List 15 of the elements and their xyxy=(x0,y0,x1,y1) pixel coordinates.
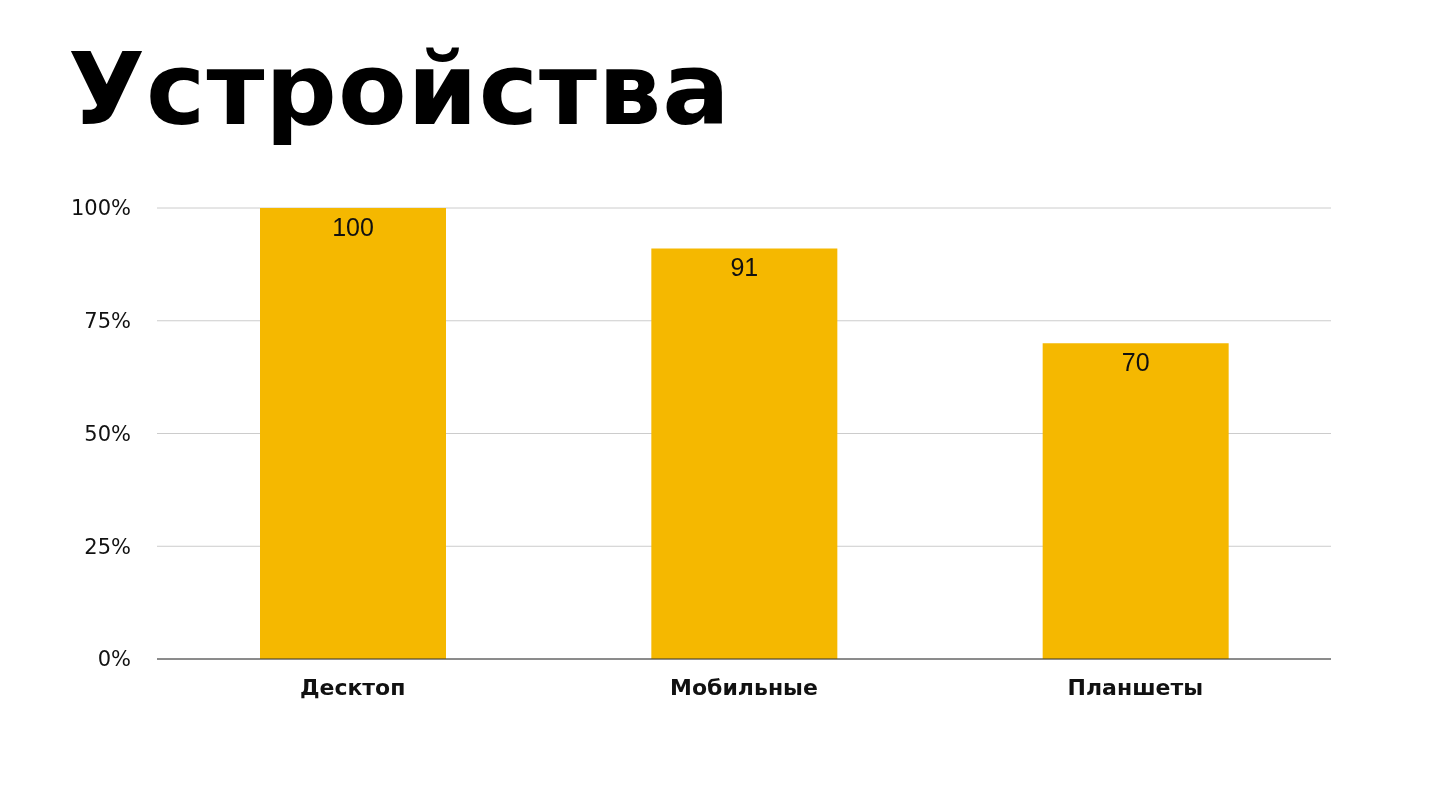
x-tick-label: Планшеты xyxy=(1067,674,1204,700)
bar xyxy=(260,208,446,659)
y-tick-label: 100% xyxy=(70,196,131,221)
y-tick-label: 25% xyxy=(84,534,131,559)
bar xyxy=(651,248,838,659)
data-label: 91 xyxy=(730,253,759,282)
data-label: 70 xyxy=(1121,348,1150,377)
y-tick-label: 0% xyxy=(97,647,131,672)
bar xyxy=(1042,343,1229,659)
x-tick-label: Десктоп xyxy=(299,674,406,700)
x-tick-label: Мобильные xyxy=(670,674,818,700)
y-tick-label: 75% xyxy=(84,309,131,334)
chart-title: Устройства xyxy=(68,30,731,150)
y-tick-label: 50% xyxy=(84,421,131,446)
data-label: 100 xyxy=(332,212,374,241)
